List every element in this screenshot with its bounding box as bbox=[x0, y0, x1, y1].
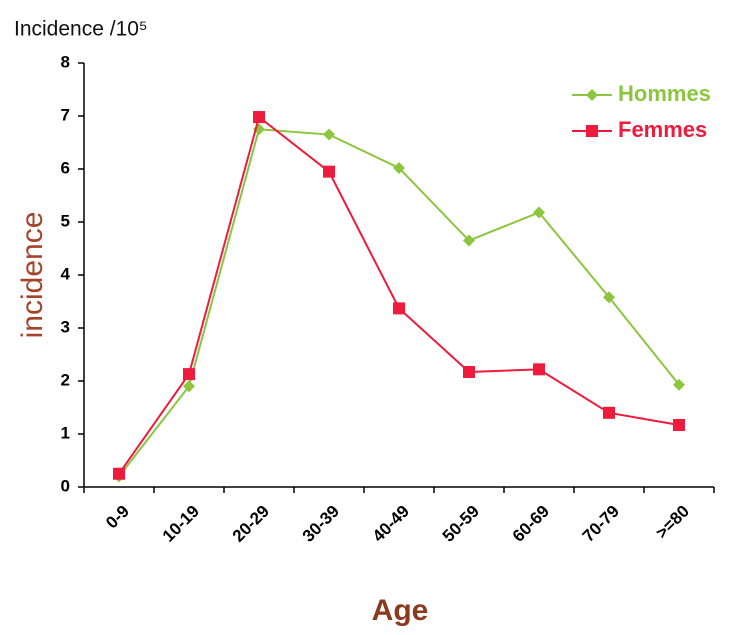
marker bbox=[603, 291, 615, 304]
x-axis-label: Age bbox=[372, 594, 429, 627]
marker bbox=[323, 165, 335, 178]
marker bbox=[586, 89, 598, 101]
x-tick-label: 20-29 bbox=[229, 502, 273, 546]
marker bbox=[113, 467, 125, 480]
marker bbox=[323, 128, 335, 141]
x-tick-label: 50-59 bbox=[439, 502, 483, 546]
y-tick-label: 6 bbox=[61, 158, 70, 177]
legend-label: Femmes bbox=[618, 117, 707, 142]
marker bbox=[673, 418, 685, 431]
marker bbox=[533, 206, 545, 219]
marker bbox=[183, 368, 195, 381]
x-tick-label: 10-19 bbox=[159, 502, 203, 546]
legend-label: Hommes bbox=[618, 81, 711, 106]
chart-title: Incidence /10⁵ bbox=[14, 18, 148, 41]
marker bbox=[586, 125, 598, 137]
marker bbox=[673, 378, 685, 391]
marker bbox=[393, 161, 405, 174]
x-tick-label: 0-9 bbox=[102, 502, 133, 533]
x-tick-label: 60-69 bbox=[509, 502, 553, 546]
marker bbox=[603, 406, 615, 419]
marker bbox=[393, 302, 405, 315]
y-tick-label: 5 bbox=[61, 211, 70, 230]
x-tick-label: 70-79 bbox=[579, 502, 623, 546]
x-tick-label: 30-39 bbox=[299, 502, 343, 546]
x-tick-label: >=80 bbox=[652, 502, 693, 543]
x-tick-label: 40-49 bbox=[369, 502, 413, 546]
y-tick-label: 3 bbox=[61, 317, 70, 336]
y-tick-label: 2 bbox=[61, 370, 70, 389]
y-tick-label: 8 bbox=[61, 52, 70, 71]
marker bbox=[533, 363, 545, 376]
marker bbox=[463, 365, 475, 378]
y-axis-label: incidence bbox=[16, 212, 49, 339]
marker bbox=[253, 111, 265, 124]
y-tick-label: 7 bbox=[61, 105, 70, 124]
y-tick-label: 4 bbox=[61, 264, 71, 283]
marker bbox=[183, 380, 195, 393]
y-tick-label: 0 bbox=[61, 476, 70, 495]
marker bbox=[463, 234, 475, 247]
y-tick-label: 1 bbox=[61, 423, 70, 442]
